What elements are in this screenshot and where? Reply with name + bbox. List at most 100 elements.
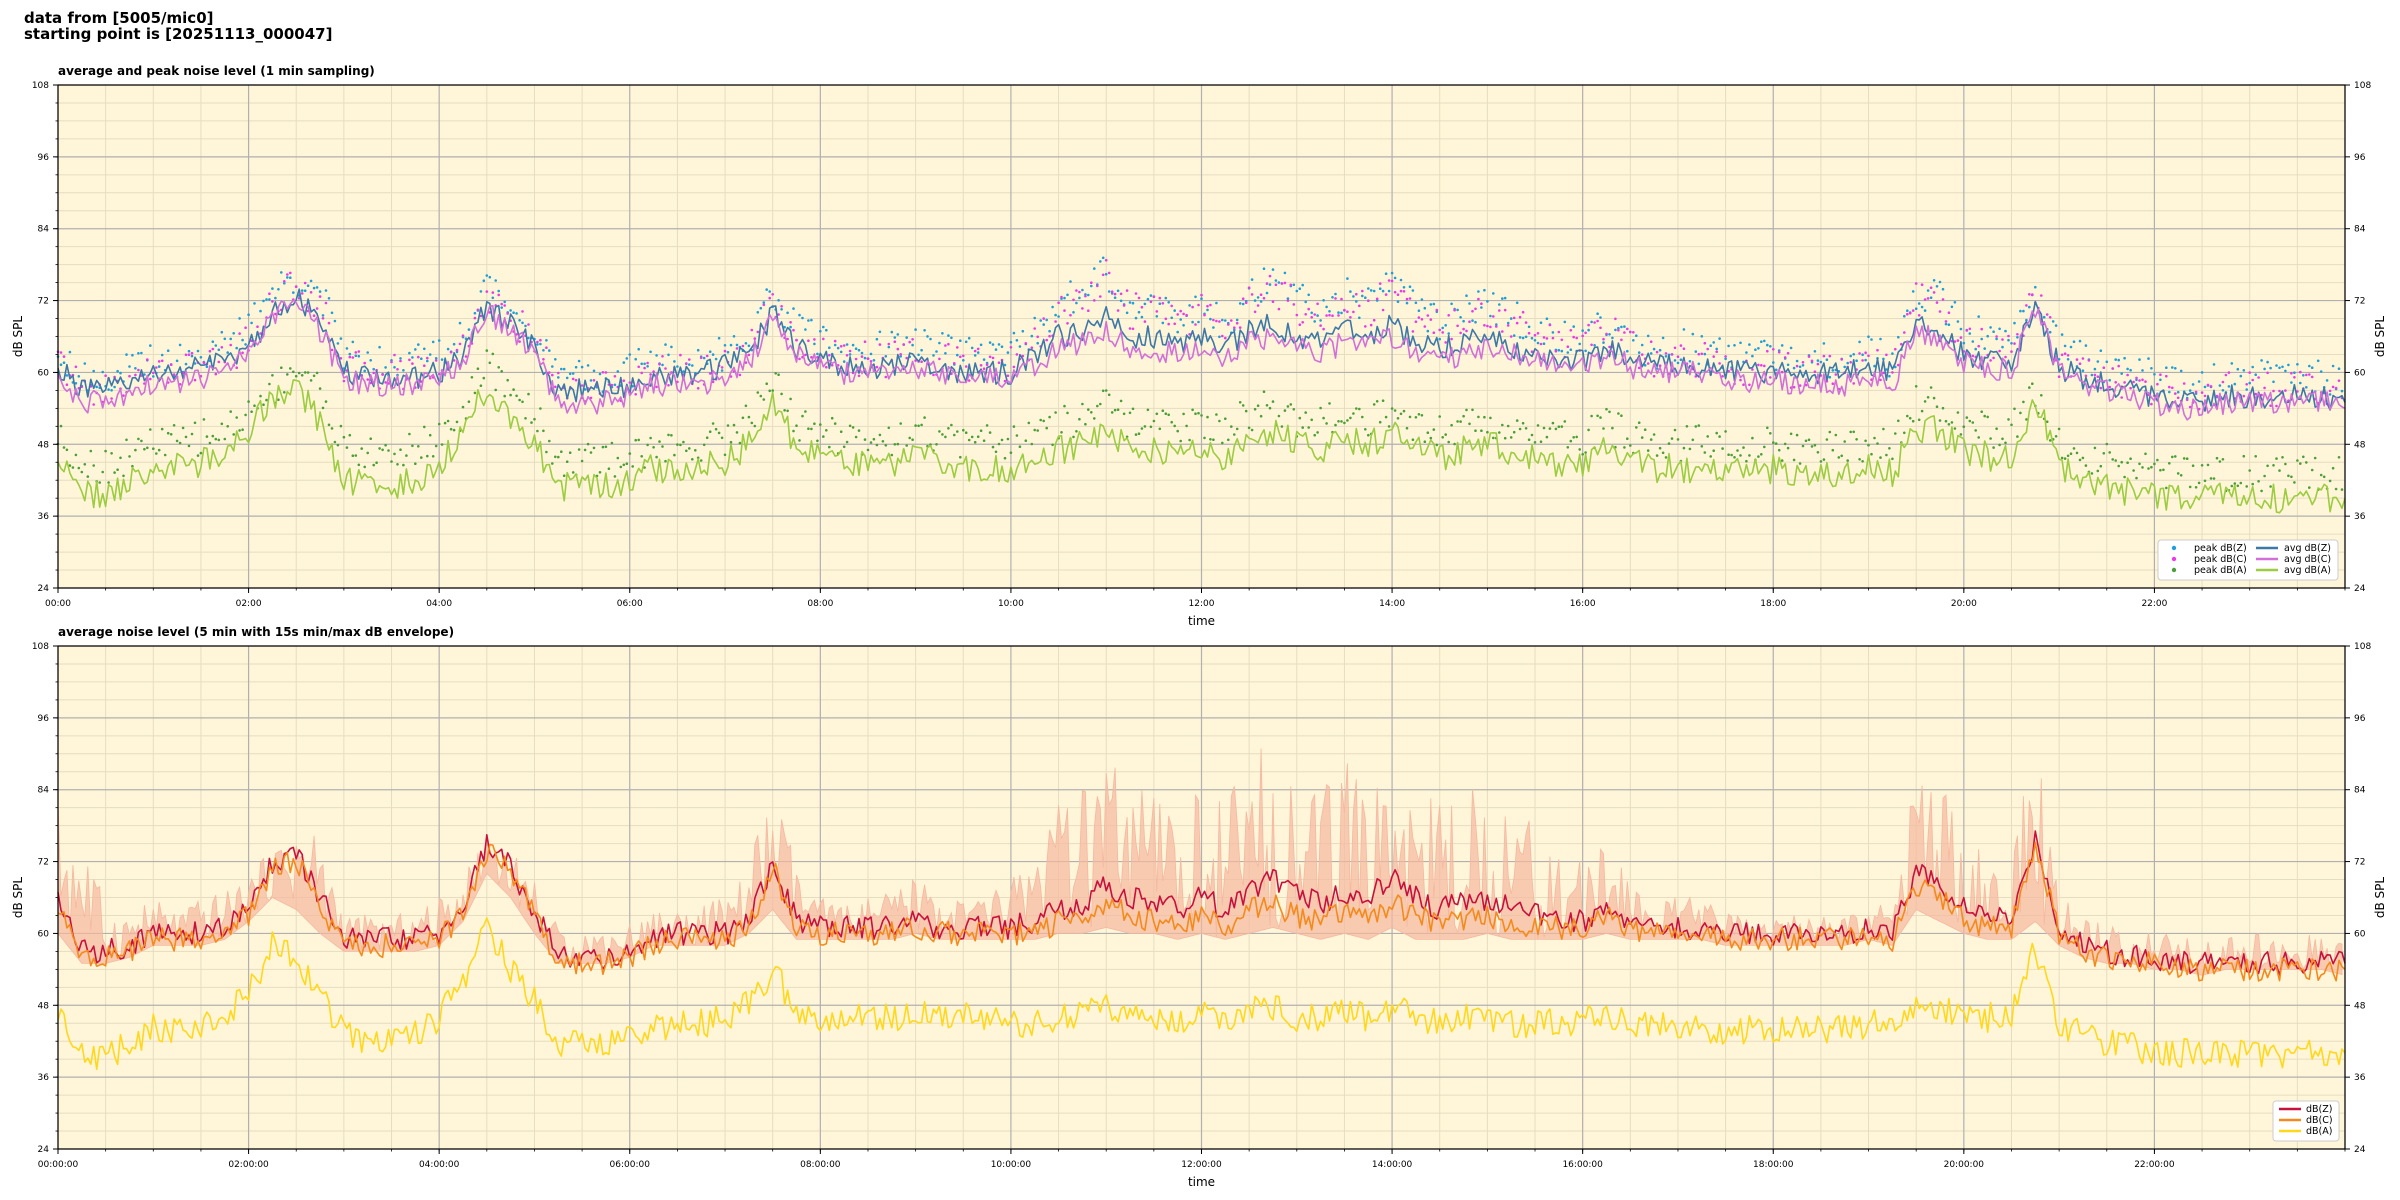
data-point-peak-db-a — [1399, 412, 1403, 416]
data-point-peak-db-z — [917, 353, 920, 357]
data-point-peak-db-a — [309, 379, 313, 382]
data-point-peak-db-z — [932, 354, 935, 357]
legend-label: peak dB(Z) — [2194, 543, 2247, 554]
data-point-peak-db-c — [1078, 290, 1081, 294]
data-point-peak-db-c — [2120, 396, 2123, 399]
data-point-peak-db-a — [1763, 445, 1766, 449]
x-tick-label: 18:00 — [1760, 599, 1786, 609]
data-point-peak-db-a — [637, 438, 640, 442]
data-point-peak-db-a — [452, 428, 456, 432]
data-point-peak-db-z — [1718, 337, 1721, 340]
data-point-peak-db-z — [414, 348, 417, 351]
data-point-peak-db-c — [393, 353, 396, 357]
data-point-peak-db-z — [1763, 339, 1766, 343]
data-point-peak-db-c — [1501, 330, 1504, 333]
data-point-peak-db-z — [1119, 299, 1123, 303]
data-point-peak-db-c — [557, 371, 560, 375]
data-point-peak-db-c — [789, 321, 792, 324]
data-point-peak-db-c — [539, 338, 542, 342]
data-point-peak-db-z — [1378, 287, 1382, 291]
y-tick-label-left: 36 — [38, 1073, 50, 1083]
data-point-peak-db-c — [2194, 390, 2198, 394]
data-point-peak-db-z — [1426, 329, 1430, 333]
data-point-peak-db-z — [2254, 373, 2257, 377]
data-point-peak-db-z — [1328, 310, 1331, 313]
data-point-peak-db-z — [2063, 344, 2067, 348]
data-point-peak-db-z — [1066, 293, 1069, 297]
data-point-peak-db-z — [747, 344, 751, 348]
data-point-peak-db-c — [1149, 300, 1153, 304]
data-point-peak-db-z — [580, 365, 584, 369]
data-point-peak-db-z — [905, 336, 908, 339]
data-point-peak-db-c — [256, 325, 259, 329]
data-point-peak-db-a — [2319, 473, 2323, 477]
data-point-peak-db-z — [768, 290, 771, 293]
data-point-peak-db-a — [1286, 405, 1290, 408]
data-point-peak-db-a — [1897, 419, 1900, 423]
data-point-peak-db-a — [59, 424, 63, 428]
data-point-peak-db-z — [875, 337, 879, 341]
data-point-peak-db-a — [351, 454, 355, 458]
data-point-peak-db-a — [685, 449, 688, 453]
data-point-peak-db-z — [1009, 340, 1013, 344]
data-point-peak-db-c — [1289, 283, 1293, 287]
data-point-peak-db-a — [1623, 446, 1626, 449]
data-point-peak-db-c — [2144, 380, 2147, 383]
data-point-peak-db-a — [1358, 407, 1361, 411]
data-point-peak-db-a — [1646, 449, 1650, 452]
data-point-peak-db-c — [1381, 308, 1385, 312]
data-point-peak-db-c — [2084, 374, 2088, 378]
data-point-peak-db-z — [1524, 335, 1528, 339]
data-point-peak-db-c — [1581, 334, 1584, 338]
chart-title: average noise level (5 min with 15s min/… — [58, 625, 454, 639]
data-point-peak-db-z — [1334, 292, 1337, 296]
data-point-peak-db-a — [2063, 457, 2067, 460]
data-point-peak-db-c — [1807, 355, 1811, 358]
data-point-peak-db-c — [634, 393, 637, 396]
data-point-peak-db-c — [1727, 369, 1730, 373]
data-point-peak-db-c — [795, 338, 798, 342]
data-point-peak-db-z — [1340, 311, 1343, 315]
data-point-peak-db-a — [1301, 426, 1304, 429]
data-point-peak-db-a — [196, 454, 200, 457]
data-point-peak-db-c — [604, 371, 608, 374]
data-point-peak-db-z — [2066, 358, 2070, 361]
data-point-peak-db-c — [289, 271, 292, 275]
data-point-peak-db-c — [110, 397, 113, 400]
data-point-peak-db-c — [1569, 329, 1573, 332]
data-point-peak-db-a — [1652, 433, 1656, 436]
data-point-peak-db-c — [2001, 338, 2004, 341]
data-point-peak-db-a — [1018, 445, 1022, 449]
data-point-peak-db-z — [473, 311, 477, 315]
data-point-peak-db-a — [1721, 447, 1724, 450]
data-point-peak-db-c — [878, 343, 882, 346]
data-point-peak-db-c — [417, 355, 420, 359]
x-tick-label: 10:00:00 — [991, 1160, 1032, 1170]
data-point-peak-db-z — [1146, 297, 1150, 301]
data-point-peak-db-z — [1116, 289, 1120, 293]
data-point-peak-db-c — [1280, 282, 1284, 285]
data-point-peak-db-a — [1101, 389, 1105, 393]
data-point-peak-db-c — [804, 353, 807, 357]
data-point-peak-db-z — [1182, 324, 1185, 327]
data-point-peak-db-z — [1221, 318, 1224, 322]
data-point-peak-db-a — [1113, 408, 1117, 412]
data-point-peak-db-a — [1843, 440, 1846, 443]
data-point-peak-db-z — [1661, 336, 1665, 340]
data-point-peak-db-a — [1277, 414, 1281, 418]
data-point-peak-db-c — [1471, 309, 1474, 313]
data-point-peak-db-z — [1551, 331, 1555, 334]
data-point-peak-db-z — [1316, 314, 1319, 317]
data-point-peak-db-a — [1730, 453, 1733, 457]
data-point-peak-db-z — [664, 343, 667, 346]
data-point-peak-db-a — [119, 456, 122, 460]
data-point-peak-db-c — [1998, 349, 2001, 353]
data-point-peak-db-c — [601, 371, 605, 374]
data-point-peak-db-a — [1929, 386, 1933, 389]
data-point-peak-db-a — [294, 374, 298, 378]
data-point-peak-db-z — [1640, 343, 1644, 347]
data-point-peak-db-c — [411, 362, 414, 365]
data-point-peak-db-a — [1521, 421, 1525, 425]
data-point-peak-db-c — [1903, 331, 1906, 334]
